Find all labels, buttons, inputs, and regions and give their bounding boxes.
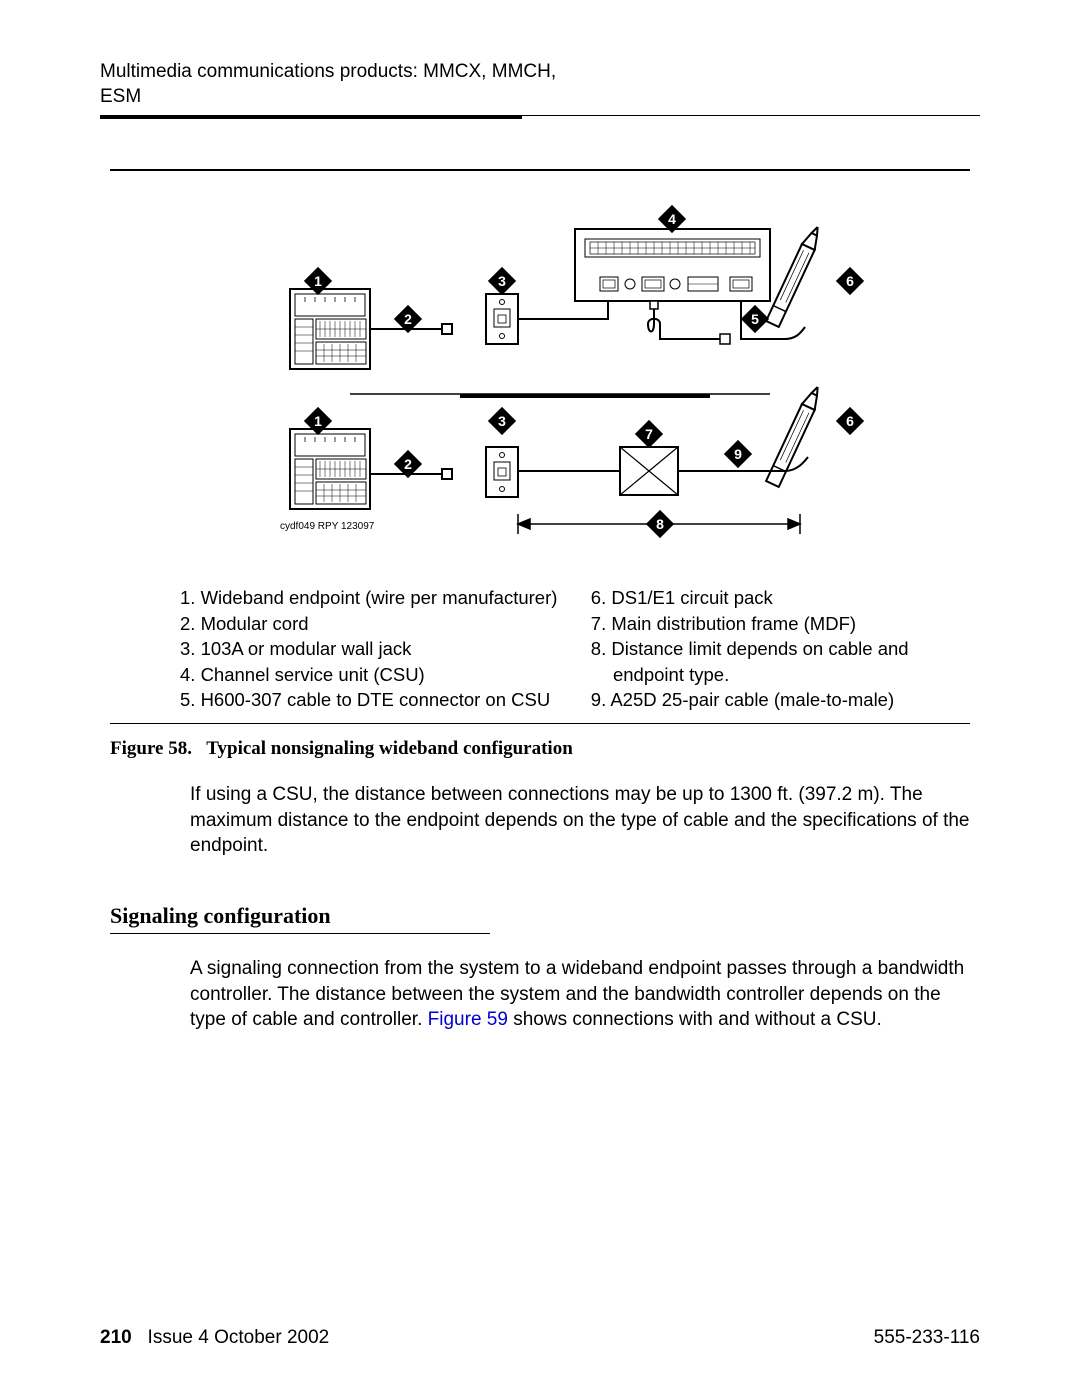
svg-text:8: 8	[656, 516, 664, 532]
page-number: 210	[100, 1327, 132, 1348]
callout-6-top: 6	[836, 267, 864, 295]
issue-date: Issue 4 October 2002	[148, 1327, 330, 1348]
svg-text:1: 1	[314, 413, 322, 429]
svg-text:9: 9	[734, 446, 742, 462]
wideband-config-diagram: cydf049 RPY 123097 4 1 3 6 2 5 1 3 7 6 2	[190, 189, 890, 579]
svg-text:5: 5	[751, 311, 759, 327]
section-heading-rule	[110, 933, 490, 934]
legend-item: 3. 103A or modular wall jack	[180, 636, 591, 662]
figure-59-link[interactable]: Figure 59	[428, 1009, 508, 1030]
page-header: Multimedia communications products: MMCX…	[100, 60, 980, 119]
callout-8: 8	[646, 510, 674, 538]
legend-item: 7. Main distribution frame (MDF)	[591, 611, 970, 637]
header-line-1: Multimedia communications products: MMCX…	[100, 60, 980, 85]
diagram-wrap: cydf049 RPY 123097 4 1 3 6 2 5 1 3 7 6 2	[110, 189, 970, 579]
document-number: 555-233-116	[874, 1327, 980, 1349]
legend-item: 1. Wideband endpoint (wire per manufactu…	[180, 585, 591, 611]
mdf-box	[620, 447, 678, 495]
svg-text:1: 1	[314, 273, 322, 289]
footer-left: 210 Issue 4 October 2002	[100, 1327, 329, 1349]
cables-top	[370, 301, 805, 344]
csu-unit	[575, 229, 770, 301]
paragraph-csu-distance: If using a CSU, the distance between con…	[190, 782, 970, 859]
legend-right-col: 6. DS1/E1 circuit pack 7. Main distribut…	[591, 585, 970, 713]
figure-top-rule	[110, 169, 970, 171]
paragraph-signaling-b: shows connections with and without a CSU…	[508, 1009, 882, 1030]
legend-item: 6. DS1/E1 circuit pack	[591, 585, 970, 611]
figure-caption-text: Typical nonsignaling wideband configurat…	[206, 738, 573, 759]
figure-legend: 1. Wideband endpoint (wire per manufactu…	[180, 585, 970, 713]
legend-item: 4. Channel service unit (CSU)	[180, 662, 591, 688]
legend-item: endpoint type.	[591, 662, 970, 688]
ds1-pack-top	[766, 224, 824, 327]
section-heading-signaling: Signaling configuration	[110, 903, 980, 929]
page-footer: 210 Issue 4 October 2002 555-233-116	[100, 1327, 980, 1349]
callout-5-top: 5	[741, 305, 769, 333]
svg-text:2: 2	[404, 456, 412, 472]
paragraph-signaling: A signaling connection from the system t…	[190, 956, 970, 1033]
callout-6-bottom: 6	[836, 407, 864, 435]
callout-3-top: 3	[488, 267, 516, 295]
wideband-endpoint-bottom	[290, 429, 370, 509]
legend-left-col: 1. Wideband endpoint (wire per manufactu…	[180, 585, 591, 713]
figure-caption-prefix: Figure 58.	[110, 738, 192, 759]
callout-3-bottom: 3	[488, 407, 516, 435]
svg-text:4: 4	[668, 211, 676, 227]
diagram-ref-code: cydf049 RPY 123097	[280, 521, 375, 532]
figure-58-block: cydf049 RPY 123097 4 1 3 6 2 5 1 3 7 6 2	[110, 169, 970, 760]
legend-item: 8. Distance limit depends on cable and	[591, 636, 970, 662]
header-rule-thick	[100, 115, 522, 119]
wall-jack-top	[486, 294, 518, 344]
wall-jack-bottom	[486, 447, 518, 497]
svg-text:2: 2	[404, 311, 412, 327]
legend-item: 5. H600-307 cable to DTE connector on CS…	[180, 687, 591, 713]
svg-text:3: 3	[498, 273, 506, 289]
callout-7: 7	[635, 420, 663, 448]
wideband-endpoint-top	[290, 289, 370, 369]
svg-text:6: 6	[846, 273, 854, 289]
figure-caption: Figure 58. Typical nonsignaling wideband…	[110, 738, 970, 760]
figure-bottom-rule	[110, 723, 970, 724]
callout-9: 9	[724, 440, 752, 468]
legend-item: 9. A25D 25-pair cable (male-to-male)	[591, 687, 970, 713]
svg-text:7: 7	[645, 426, 653, 442]
legend-item: 2. Modular cord	[180, 611, 591, 637]
header-line-2: ESM	[100, 85, 980, 110]
svg-text:3: 3	[498, 413, 506, 429]
svg-text:6: 6	[846, 413, 854, 429]
